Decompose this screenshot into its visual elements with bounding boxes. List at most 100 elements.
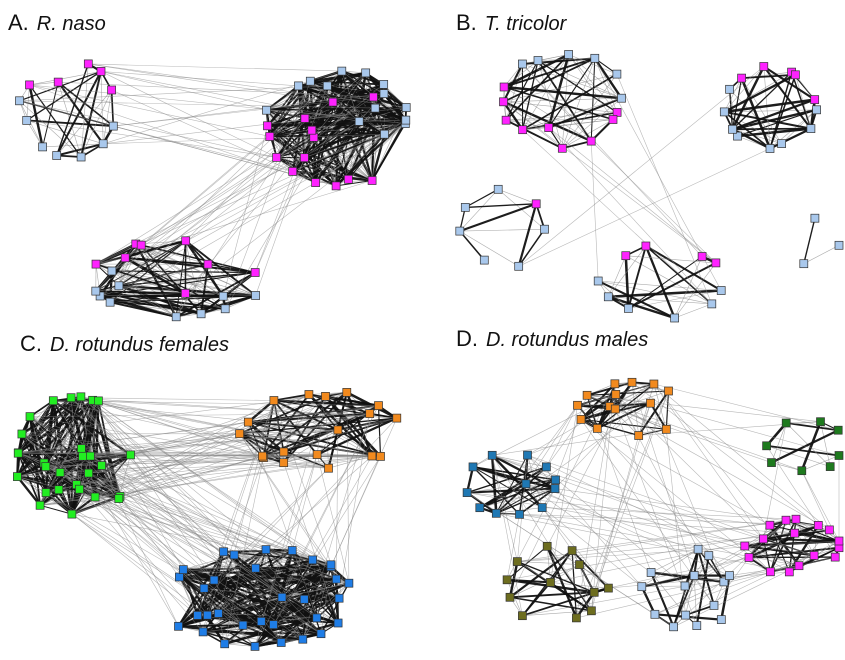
network-node-male [23,116,31,124]
network-edge [507,514,519,580]
network-node-green [42,463,50,471]
network-node-green [127,451,135,459]
network-node-blue [300,595,308,603]
network-edge [526,484,651,573]
network-edge [256,418,397,568]
network-node-blue [194,611,202,619]
network-edge [112,90,114,126]
network-node-female [825,526,833,534]
network-node-orange [583,391,591,399]
network-node-male [613,70,621,78]
network-edge [336,430,338,579]
network-node-female [273,153,281,161]
network-node-green [67,394,75,402]
network-node-orange [305,391,313,399]
network-node-teal [538,504,546,512]
network-node-female [766,568,774,576]
network-node-female [741,542,749,550]
network-node-male [402,104,410,112]
network-node-male [108,267,116,275]
network-node-olive [513,558,521,566]
network-edge [804,245,839,263]
network-node-female [785,568,793,576]
network-node-female [782,516,790,524]
network-node-female [811,96,819,104]
network-edge [591,141,598,281]
network-edge [646,246,721,291]
network-node-male [109,122,117,130]
network-node-female [264,122,272,130]
network-node-female [308,126,316,134]
network-edge [101,71,299,86]
network-edge [101,71,305,118]
network-node-female [92,260,100,268]
network-node-male [681,582,689,590]
network-node-orange [236,430,244,438]
network-node-green [98,462,106,470]
network-node-blue [327,561,335,569]
network-edge [225,73,366,309]
network-node-male [766,145,774,153]
network-node-male [693,622,701,630]
network-node-female [519,126,527,134]
network-node-green [77,445,85,453]
network-edge [519,229,545,266]
network-node-female [289,167,297,175]
network-node-male [717,616,725,624]
network-node-male [252,292,260,300]
network-node-teal [488,451,496,459]
network-node-male [456,227,464,235]
network-node-orange [377,452,385,460]
network-node-male [624,304,632,312]
panel-d-network [463,378,843,631]
network-node-male [811,214,819,222]
network-node-female [329,98,337,106]
network-node-blue [332,575,340,583]
network-node-blue [210,576,218,584]
network-node-male [708,300,716,308]
network-node-male [362,69,370,77]
network-edge [60,473,243,626]
network-edge [591,141,716,263]
network-node-orange [577,415,585,423]
network-edge [626,256,629,309]
network-edge [22,434,281,643]
network-node-male [106,298,114,306]
network-node-female [121,254,129,262]
network-node-female [791,71,799,79]
network-node-blue [270,621,278,629]
network-node-olive [604,584,612,592]
network-edge [141,157,276,245]
network-edge [460,231,485,260]
network-edge [379,406,381,457]
network-edge [519,204,537,266]
network-node-olive [587,607,595,615]
network-node-female [54,78,62,86]
network-node-male [380,90,388,98]
network-node-male [671,314,679,322]
network-node-female [587,137,595,145]
network-node-olive [503,576,511,584]
network-node-male [565,51,573,59]
network-node-blue [299,635,307,643]
network-node-blue [335,594,343,602]
network-node-male [720,108,728,116]
network-node-olive [568,547,576,555]
network-node-olive [543,542,551,550]
network-node-green [36,501,44,509]
network-node-blue [278,593,286,601]
network-node-olive [518,612,526,620]
network-node-male [371,104,379,112]
panel-b-nodes [456,51,843,323]
network-node-teal [551,485,559,493]
network-node-teal [542,463,550,471]
network-node-orange [375,402,383,410]
network-node-male [694,545,702,553]
network-edge [110,84,384,302]
network-edge [460,231,519,266]
network-node-green [56,469,64,477]
network-node-green [115,495,123,503]
network-node-darkgreen [835,452,843,460]
network-node-orange [665,387,673,395]
network-edge [651,403,840,455]
